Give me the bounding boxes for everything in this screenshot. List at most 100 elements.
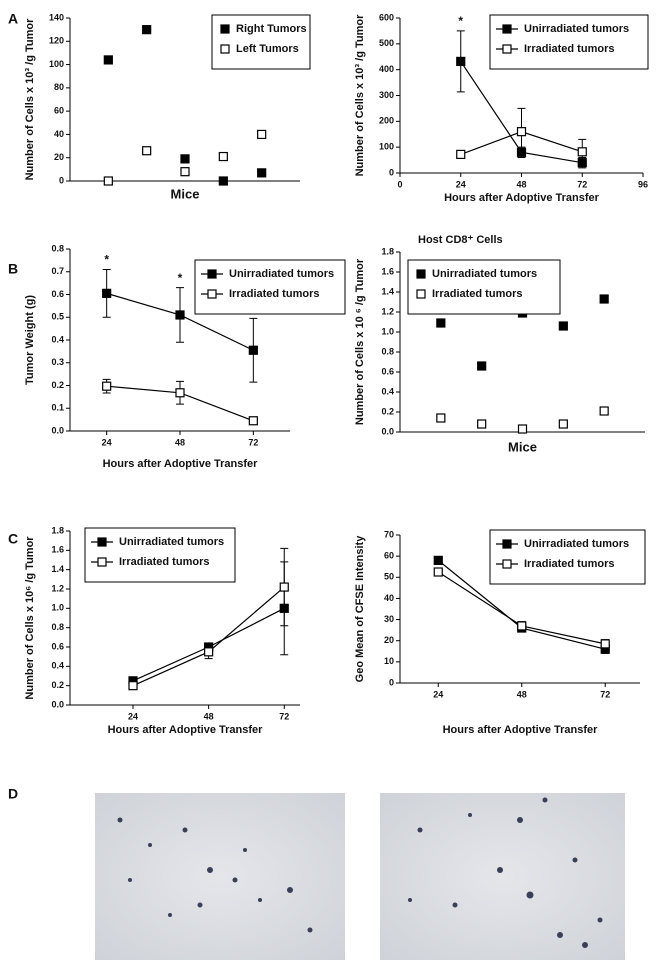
legend-marker	[220, 44, 230, 54]
y-tick-label: 1.8	[51, 525, 64, 535]
micrograph-left	[95, 793, 345, 960]
data-point	[577, 158, 587, 168]
x-axis-label: Hours after Adoptive Transfer	[103, 458, 259, 470]
legend-box	[489, 529, 646, 585]
data-point	[103, 176, 113, 186]
data-point	[516, 127, 527, 137]
y-axis-label: Number of Cells x 10⁶ /g Tumor	[24, 536, 36, 700]
y-tick-label: 120	[49, 36, 64, 46]
chart-title: Host CD8⁺ Cells	[418, 234, 503, 246]
y-tick-label: 80	[54, 82, 64, 92]
y-tick-label: 0.4	[51, 334, 64, 344]
legend-label: Irradiated tumors	[524, 43, 614, 55]
data-point	[477, 361, 487, 371]
y-tick-label: 30	[384, 614, 394, 624]
data-point	[142, 146, 152, 156]
legend-box	[489, 14, 649, 70]
legend-label: Unirradiated tumors	[229, 268, 334, 280]
y-tick-label: 600	[379, 12, 394, 22]
legend-marker	[97, 537, 107, 547]
y-tick-label: 0.8	[51, 243, 64, 253]
data-point	[436, 413, 446, 423]
y-axis-label: Number of Cells x 10 ⁶ /g Tumor	[354, 258, 366, 425]
y-tick-label: 0	[59, 175, 64, 185]
y-tick-label: 1.2	[381, 306, 394, 316]
y-tick-label: 20	[384, 635, 394, 645]
legend-label: Unirradiated tumors	[119, 536, 224, 548]
data-point	[279, 603, 289, 613]
data-point	[433, 567, 443, 577]
y-tick-label: 0.2	[381, 406, 394, 416]
x-tick-label: 72	[279, 711, 289, 721]
y-tick-label: 0.4	[381, 386, 394, 396]
legend-marker	[416, 289, 426, 299]
data-point	[436, 318, 446, 328]
data-point	[433, 555, 443, 565]
y-tick-label: 0.7	[51, 266, 64, 276]
x-tick-label: 24	[433, 689, 443, 699]
x-axis-label: Hours after Adoptive Transfer	[444, 192, 600, 204]
y-tick-label: 0.8	[381, 346, 394, 356]
annotation: *	[178, 271, 183, 285]
data-point	[558, 321, 568, 331]
legend-label: Right Tumors	[236, 23, 307, 35]
y-tick-label: 0.0	[51, 425, 64, 435]
data-point	[257, 168, 267, 178]
panel-label: B	[8, 261, 18, 277]
legend-marker	[416, 269, 426, 279]
data-point	[477, 419, 487, 429]
y-tick-label: 1.4	[381, 286, 394, 296]
y-tick-label: 0.4	[51, 661, 64, 671]
y-tick-label: 0.6	[51, 289, 64, 299]
y-tick-label: 0.5	[51, 312, 64, 322]
y-tick-label: 10	[384, 656, 394, 666]
x-tick-label: 24	[102, 437, 112, 447]
y-axis-label: Number of Cells x 10³ /g Tumor	[24, 18, 36, 180]
micrograph-right	[380, 793, 625, 960]
panel-label: C	[8, 531, 18, 547]
y-tick-label: 40	[54, 129, 64, 139]
micrograph	[95, 793, 625, 960]
y-tick-label: 0	[389, 167, 394, 177]
y-tick-label: 1.8	[381, 246, 394, 256]
y-tick-label: 300	[379, 90, 394, 100]
legend-label: Unirradiated tumors	[432, 268, 537, 280]
y-tick-label: 1.0	[51, 603, 64, 613]
legend-box	[84, 527, 236, 583]
x-tick-label: 48	[175, 437, 185, 447]
x-tick-label: 24	[456, 179, 466, 189]
x-tick-label: 48	[516, 179, 526, 189]
data-point	[279, 582, 289, 592]
y-tick-label: 0.8	[51, 622, 64, 632]
legend-marker	[97, 557, 107, 567]
legend-label: Irradiated tumors	[524, 558, 614, 570]
legend-label: Unirradiated tumors	[524, 23, 629, 35]
data-point	[257, 129, 267, 140]
y-tick-label: 0.3	[51, 357, 64, 367]
y-axis-label: Geo Mean of CFSE Intensity	[354, 535, 366, 683]
data-point	[456, 149, 466, 159]
data-point	[577, 147, 587, 157]
y-tick-label: 1.6	[51, 545, 64, 555]
x-tick-label: 72	[600, 689, 610, 699]
data-point	[456, 56, 466, 67]
y-tick-label: 1.0	[381, 326, 394, 336]
data-point	[599, 406, 609, 416]
x-axis-label: Mice	[508, 439, 537, 454]
data-point	[204, 647, 214, 657]
x-tick-label: 72	[577, 179, 587, 189]
y-tick-label: 0.2	[51, 680, 64, 690]
data-point	[600, 639, 610, 649]
x-tick-label: 24	[128, 711, 138, 721]
legend-box	[211, 14, 311, 70]
data-point	[180, 167, 190, 177]
data-point	[180, 154, 190, 164]
legend-marker	[502, 539, 512, 549]
x-tick-label: 48	[517, 689, 527, 699]
x-tick-label: 48	[204, 711, 214, 721]
y-axis-label: Tumor Weight (g)	[24, 295, 36, 385]
y-tick-label: 1.2	[51, 583, 64, 593]
legend-box	[194, 259, 346, 315]
data-point	[103, 55, 113, 65]
y-tick-label: 500	[379, 38, 394, 48]
